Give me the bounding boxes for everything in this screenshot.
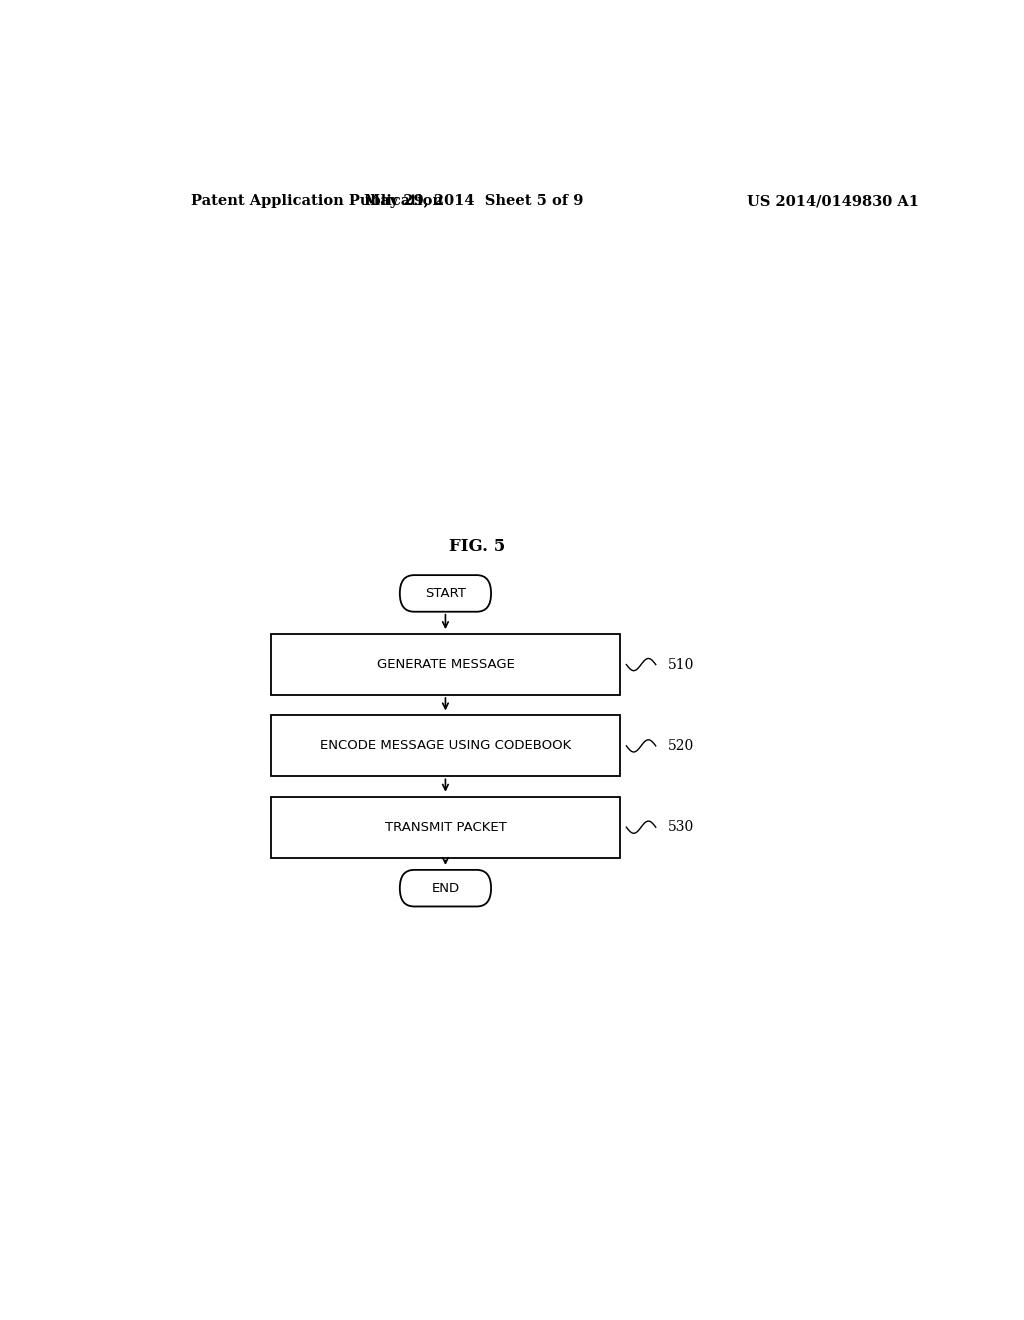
Bar [270,634,620,696]
Text: 520: 520 [668,739,694,752]
Text: Patent Application Publication: Patent Application Publication [191,194,443,209]
Bar [270,715,620,776]
Text: 510: 510 [668,657,694,672]
Text: TRANSMIT PACKET: TRANSMIT PACKET [385,821,506,834]
Text: GENERATE MESSAGE: GENERATE MESSAGE [377,659,514,671]
Text: US 2014/0149830 A1: US 2014/0149830 A1 [748,194,919,209]
Text: FIG. 5: FIG. 5 [450,539,505,556]
Bar [270,797,620,858]
FancyBboxPatch shape [399,576,492,611]
Text: May 29, 2014  Sheet 5 of 9: May 29, 2014 Sheet 5 of 9 [364,194,583,209]
Text: ENCODE MESSAGE USING CODEBOOK: ENCODE MESSAGE USING CODEBOOK [319,739,571,752]
FancyBboxPatch shape [399,870,492,907]
Text: 530: 530 [668,820,694,834]
Text: END: END [431,882,460,895]
Text: START: START [425,587,466,599]
